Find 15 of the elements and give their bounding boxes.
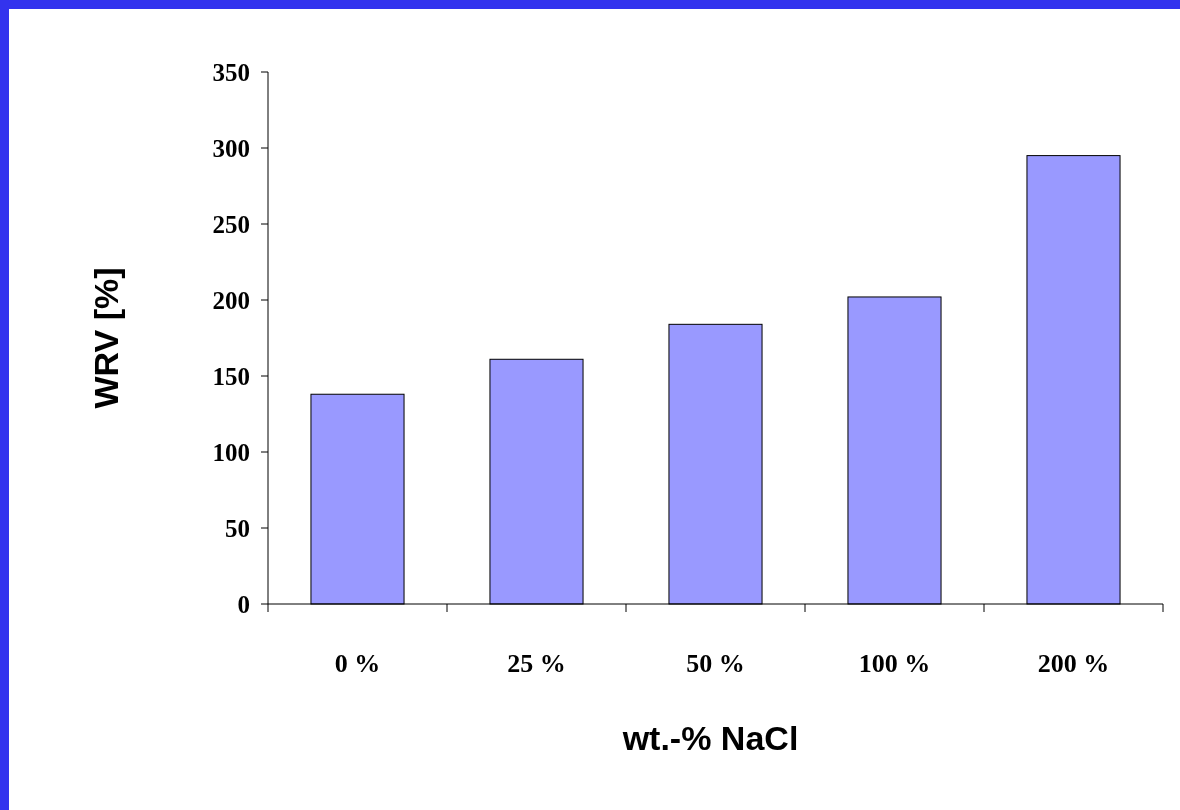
x-tick-label: 100 % xyxy=(858,649,931,678)
x-tick-label: 25 % xyxy=(507,649,566,678)
y-tick-label: 200 xyxy=(212,286,250,314)
y-tick-label: 0 xyxy=(237,590,250,618)
x-axis-title: wt.-% NaCl xyxy=(621,719,799,757)
y-tick-label: 100 xyxy=(212,438,250,466)
x-tick-label: 200 % xyxy=(1037,649,1110,678)
x-tick-label: 0 % xyxy=(334,649,381,678)
y-tick-label: 150 xyxy=(212,362,250,390)
y-tick-label: 300 xyxy=(212,134,250,162)
y-tick-label: 50 xyxy=(225,514,250,542)
y-tick-label: 350 xyxy=(212,58,250,86)
x-tick-label: 50 % xyxy=(686,649,745,678)
y-axis-title: WRV [%] xyxy=(87,267,125,409)
y-tick-label: 250 xyxy=(212,210,250,238)
